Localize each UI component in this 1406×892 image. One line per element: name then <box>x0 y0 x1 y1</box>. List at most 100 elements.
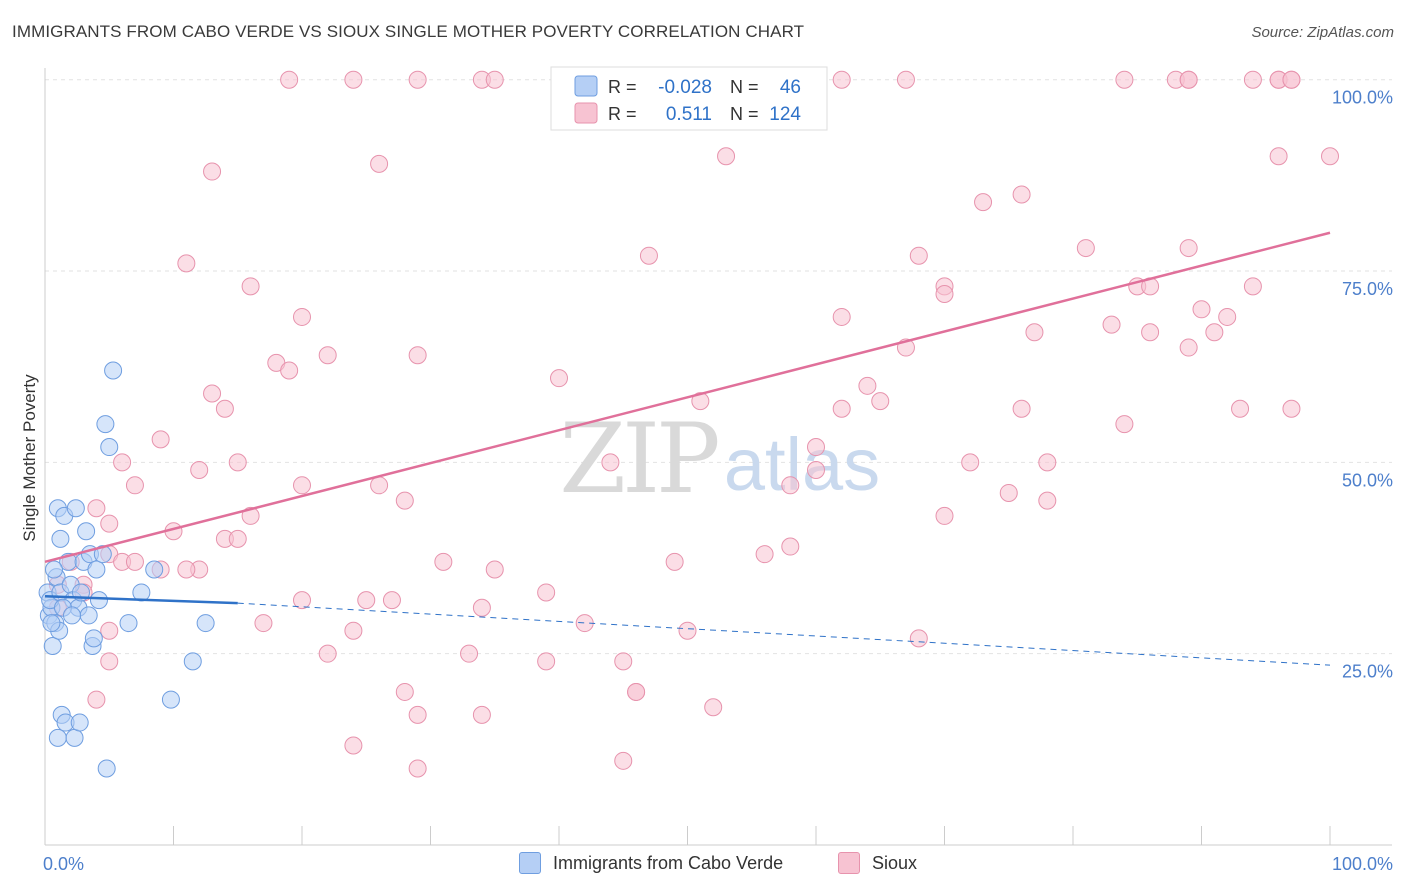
chart-title: IMMIGRANTS FROM CABO VERDE VS SIOUX SING… <box>12 22 805 41</box>
point-sioux <box>293 476 311 495</box>
point-sioux <box>614 652 633 671</box>
point-sioux <box>293 591 311 610</box>
stats-n-value-blue: 46 <box>780 77 801 98</box>
point-cabo-verde <box>77 522 96 541</box>
stats-n-label-blue: N = <box>730 77 759 97</box>
point-cabo-verde <box>97 759 116 778</box>
point-sioux <box>100 514 119 533</box>
point-sioux <box>485 560 504 579</box>
point-sioux <box>755 545 774 564</box>
point-sioux <box>665 552 684 571</box>
watermark-atlas: atlas <box>724 423 880 506</box>
y-tick-label: 100.0% <box>1332 88 1393 108</box>
point-sioux <box>344 736 363 755</box>
point-sioux <box>1179 239 1198 258</box>
point-sioux <box>408 705 427 724</box>
y-tick-label: 50.0% <box>1342 470 1393 490</box>
point-sioux <box>1282 399 1301 418</box>
point-sioux <box>1192 300 1211 319</box>
point-sioux <box>691 392 710 411</box>
point-sioux <box>935 284 954 303</box>
point-sioux <box>999 483 1018 502</box>
point-sioux <box>177 254 196 273</box>
chart-source: Source: ZipAtlas.com <box>1251 24 1394 41</box>
point-cabo-verde <box>161 690 180 709</box>
point-sioux <box>781 476 800 495</box>
gridlines <box>45 79 1392 655</box>
point-sioux <box>1141 323 1160 342</box>
point-cabo-verde <box>196 614 215 633</box>
point-sioux <box>961 453 980 472</box>
point-sioux <box>1025 323 1044 342</box>
point-sioux <box>1179 338 1198 357</box>
point-sioux <box>807 438 825 457</box>
point-sioux <box>807 461 825 480</box>
point-sioux <box>434 552 453 571</box>
point-sioux <box>1231 399 1250 418</box>
point-sioux <box>550 369 568 388</box>
trend-line-sioux <box>44 231 1331 564</box>
point-sioux <box>871 392 890 411</box>
point-sioux <box>1243 277 1262 296</box>
y-tick-label: 25.0% <box>1342 662 1393 682</box>
stats-swatch-pink <box>574 102 598 124</box>
point-sioux <box>125 552 144 571</box>
point-sioux <box>344 70 363 89</box>
point-sioux <box>472 705 491 724</box>
stats-r-value-pink: 0.511 <box>666 104 712 125</box>
point-cabo-verde <box>44 560 63 579</box>
point-sioux <box>408 346 427 365</box>
point-sioux <box>215 399 234 418</box>
trend-lines <box>44 231 1331 666</box>
point-sioux <box>935 506 954 525</box>
point-sioux <box>100 652 119 671</box>
point-sioux <box>832 399 851 418</box>
point-cabo-verde <box>62 606 81 625</box>
point-sioux <box>395 491 414 510</box>
point-sioux <box>357 591 376 610</box>
point-sioux <box>1115 70 1134 89</box>
point-sioux <box>1269 147 1288 166</box>
point-cabo-verde <box>70 713 89 732</box>
point-cabo-verde <box>104 361 123 380</box>
point-sioux <box>241 506 260 525</box>
point-sioux <box>370 154 389 173</box>
point-sioux <box>1282 70 1301 89</box>
point-sioux <box>1218 307 1237 326</box>
stats-r-label-blue: R = <box>608 77 637 97</box>
x-tick-label-min: 0.0% <box>43 854 84 874</box>
point-sioux <box>408 759 427 778</box>
tick-labels: 25.0% 50.0% 75.0% 100.0% 0.0% 100.0% <box>43 88 1393 874</box>
point-sioux <box>190 461 209 480</box>
point-sioux <box>832 307 851 326</box>
point-sioux <box>485 70 504 89</box>
point-sioux <box>228 529 247 548</box>
point-cabo-verde <box>87 560 106 579</box>
point-cabo-verde <box>51 529 70 548</box>
point-sioux <box>1205 323 1224 342</box>
stats-box: R = -0.028 N = 46 R = 0.511 N = 124 <box>550 66 828 131</box>
point-sioux <box>1012 399 1031 418</box>
point-cabo-verde <box>93 545 112 564</box>
legend-label-sioux: Sioux <box>872 852 918 873</box>
point-sioux <box>100 621 119 640</box>
point-sioux <box>537 583 556 602</box>
point-sioux <box>1038 453 1057 472</box>
point-sioux <box>113 453 132 472</box>
point-cabo-verde <box>145 560 164 579</box>
point-sioux <box>1179 70 1198 89</box>
point-sioux <box>280 70 299 89</box>
point-sioux <box>370 476 389 495</box>
point-sioux <box>318 644 337 663</box>
watermark-zip: ZIP <box>559 403 718 515</box>
point-sioux <box>395 682 414 701</box>
point-sioux <box>717 147 736 166</box>
stats-n-label-pink: N = <box>730 104 759 124</box>
point-cabo-verde <box>119 614 138 633</box>
point-sioux <box>1076 239 1095 258</box>
point-cabo-verde <box>79 606 98 625</box>
point-cabo-verde <box>89 591 108 610</box>
point-cabo-verde <box>65 728 84 747</box>
point-cabo-verde <box>43 637 62 656</box>
point-sioux <box>1102 315 1121 334</box>
